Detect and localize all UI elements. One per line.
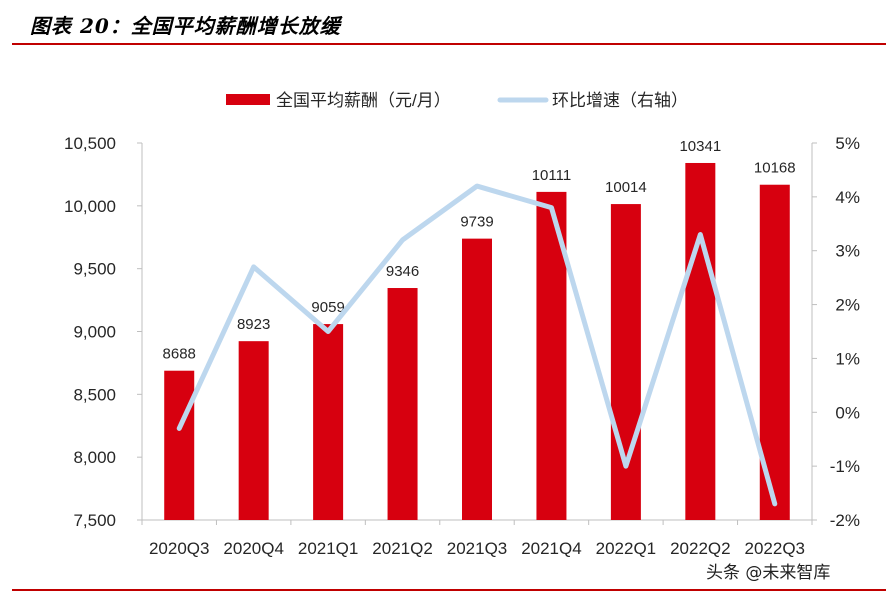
- bar-data-label: 9739: [460, 214, 493, 231]
- x-tick-label: 2020Q3: [149, 539, 210, 558]
- legend-label-line: 环比增速（右轴）: [552, 91, 688, 110]
- bar-data-label: 8688: [163, 346, 196, 363]
- x-tick-label: 2021Q3: [447, 539, 508, 558]
- bar-data-label: 10014: [605, 179, 647, 196]
- bar-data-label: 10168: [754, 160, 796, 177]
- legend-label-bar: 全国平均薪酬（元/月）: [276, 91, 451, 110]
- y-left-tick-label: 9,500: [73, 260, 116, 279]
- y-left-tick-label: 8,000: [73, 448, 116, 467]
- x-tick-label: 2020Q4: [223, 539, 284, 558]
- y-right-tick-label: 5%: [835, 134, 860, 153]
- title-bar: 图表 20：全国平均薪酬增长放缓: [0, 0, 886, 46]
- bar: [313, 324, 344, 520]
- y-right-tick-label: 4%: [835, 188, 860, 207]
- x-tick-label: 2022Q2: [670, 539, 731, 558]
- bar-data-label: 9059: [311, 299, 344, 316]
- x-tick-label: 2022Q1: [596, 539, 657, 558]
- y-right-tick-label: 1%: [835, 349, 860, 368]
- bottom-divider: [12, 589, 886, 591]
- bar: [238, 341, 269, 520]
- y-right-tick-label: -1%: [830, 457, 860, 476]
- x-tick-label: 2021Q4: [521, 539, 582, 558]
- y-right-tick-label: 3%: [835, 242, 860, 261]
- bar-data-label: 9346: [386, 263, 419, 280]
- y-right-tick-label: 0%: [835, 403, 860, 422]
- line-series: [176, 183, 778, 507]
- y-right-tick-label: -2%: [830, 511, 860, 530]
- y-left-tick-label: 10,000: [64, 197, 116, 216]
- y-left-tick-label: 8,500: [73, 385, 116, 404]
- y-left-tick-label: 10,500: [64, 134, 116, 153]
- y-right-tick-label: 2%: [835, 296, 860, 315]
- title-divider: [12, 43, 886, 45]
- x-tick-label: 2021Q1: [298, 539, 359, 558]
- bar: [462, 238, 492, 521]
- bar: [610, 204, 641, 520]
- bar: [387, 288, 418, 520]
- legend-swatch-bar: [226, 94, 270, 105]
- x-tick-label: 2021Q2: [372, 539, 433, 558]
- bar-series: [164, 162, 790, 521]
- axes: 7,500 8,000 8,500 9,000 9,500 10,000 10,500 -2%…: [64, 134, 860, 558]
- x-tick-label: 2022Q3: [745, 539, 806, 558]
- bar-data-label: 10341: [679, 138, 721, 155]
- bar-data-label: 8923: [237, 316, 270, 333]
- legend: 全国平均薪酬（元/月） 环比增速（右轴）: [226, 91, 688, 110]
- bar: [685, 162, 716, 520]
- watermark: 头条 @未来智库: [706, 563, 831, 583]
- y-left-tick-label: 7,500: [73, 511, 116, 530]
- y-left-tick-label: 9,000: [73, 323, 116, 342]
- bar-data-label: 10111: [532, 167, 572, 184]
- bar-data-labels: 8688 8923 9059 9346 9739 10111 10014 10341 10168: [163, 138, 796, 363]
- bar: [164, 370, 195, 520]
- chart-title: 图表 20：全国平均薪酬增长放缓: [30, 14, 341, 38]
